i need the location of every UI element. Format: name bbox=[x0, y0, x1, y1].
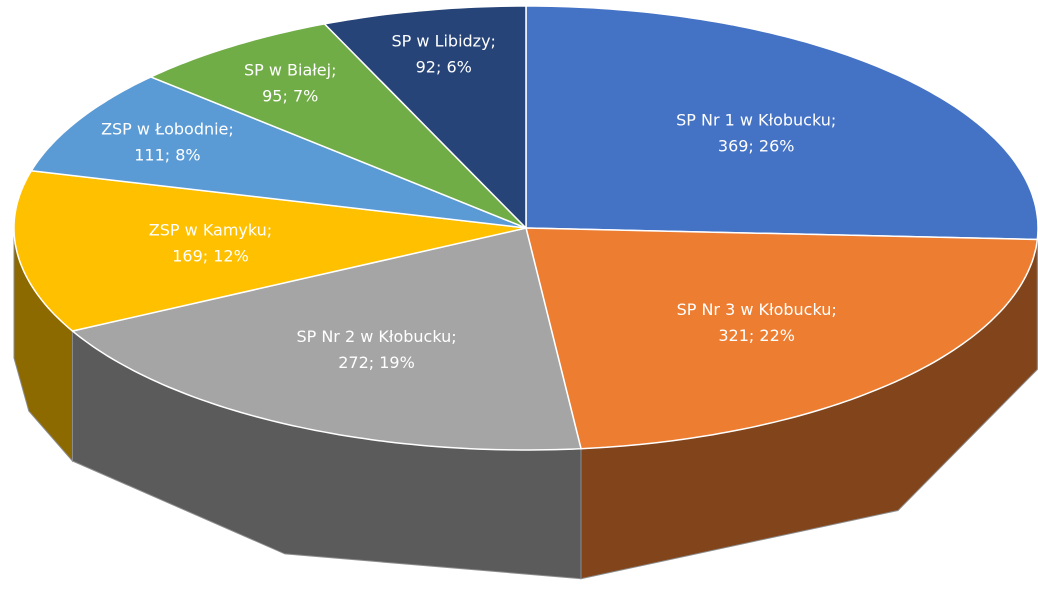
data-label-value: 92; 6% bbox=[416, 58, 472, 77]
data-label-name: SP Nr 1 w Kłobucku; bbox=[676, 111, 836, 130]
data-label-value: 369; 26% bbox=[718, 137, 795, 156]
data-label-name: ZSP w Kamyku; bbox=[149, 221, 272, 240]
pie-slice bbox=[13, 169, 527, 332]
data-label-name: SP Nr 2 w Kłobucku; bbox=[296, 327, 456, 346]
data-label-value: 111; 8% bbox=[134, 146, 200, 165]
data-label-name: SP w Białej; bbox=[244, 60, 337, 79]
pie-slice bbox=[30, 76, 527, 229]
pie-slice bbox=[322, 5, 527, 230]
data-label-name: SP Nr 3 w Kłobucku; bbox=[677, 300, 837, 319]
data-label-value: 169; 12% bbox=[172, 247, 249, 266]
data-label-value: 272; 19% bbox=[338, 353, 415, 372]
data-label-value: 95; 7% bbox=[262, 86, 318, 105]
data-label-name: ZSP w Łobodnie; bbox=[101, 120, 234, 139]
pie-slice bbox=[70, 227, 582, 451]
data-label-value: 321; 22% bbox=[718, 326, 795, 345]
pie-slice bbox=[525, 5, 1038, 241]
pie-slice bbox=[525, 227, 1038, 450]
data-label-name: SP w Libidzy; bbox=[392, 32, 496, 51]
pie-slice bbox=[149, 23, 527, 229]
